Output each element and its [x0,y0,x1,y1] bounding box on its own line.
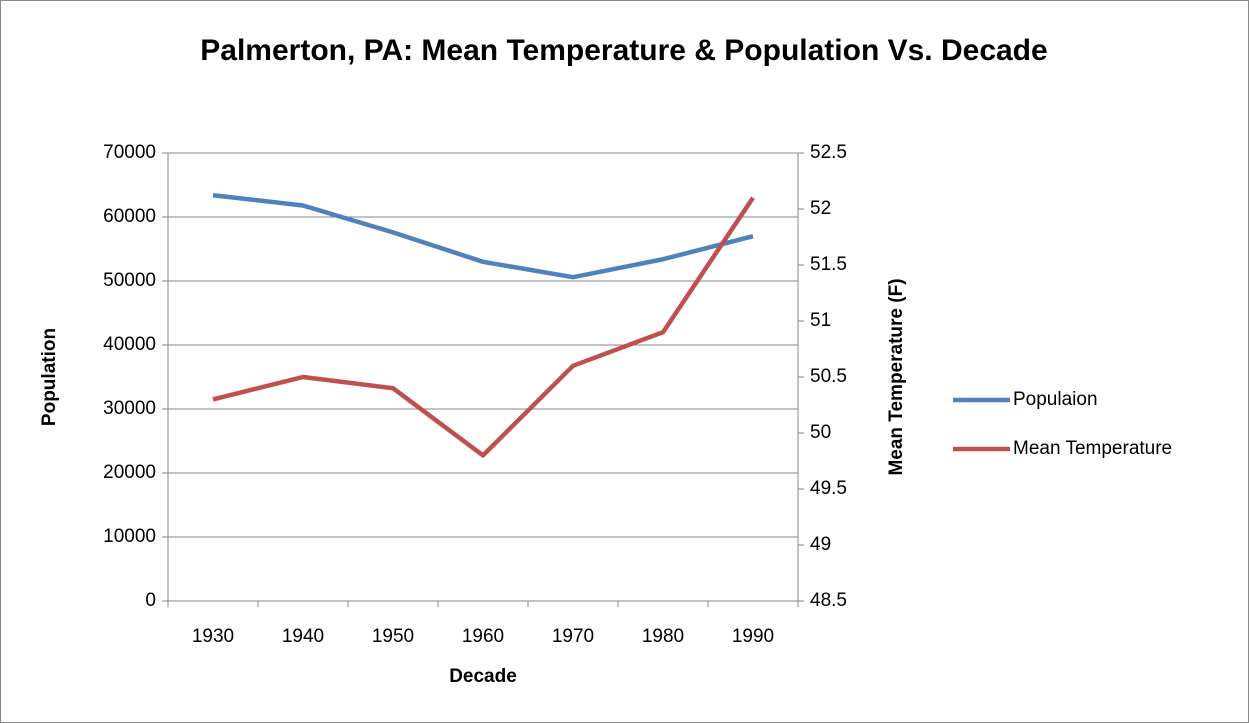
y2-tick-label: 52 [810,198,831,219]
y2-tick-label: 50 [810,422,831,443]
y-tick-label: 40000 [103,334,156,355]
y2-axis-label: Mean Temperature (F) [886,278,907,475]
y-tick-label: 50000 [103,270,156,291]
y-axis-label: Population [39,328,60,426]
y2-tick-label: 51.5 [810,254,847,275]
y-tick-label: 0 [145,590,156,611]
y2-tick-label: 49 [810,534,831,555]
y-tick-label: 10000 [103,526,156,547]
x-axis-label: Decade [449,666,517,687]
x-tick-label: 1970 [552,626,594,647]
series-line [212,193,754,280]
y2-tick-label: 48.5 [810,590,847,611]
y-tick-label: 20000 [103,462,156,483]
chart-title: Palmerton, PA: Mean Temperature & Popula… [200,34,1048,67]
x-tick-label: 1990 [732,626,774,647]
y2-tick-label: 49.5 [810,478,847,499]
x-tick-label: 1980 [642,626,684,647]
y-tick-label: 60000 [103,206,156,227]
x-tick-label: 1960 [462,626,504,647]
x-tick-label: 1950 [372,626,414,647]
y2-tick-label: 50.5 [810,366,847,387]
y2-tick-label: 51 [810,310,831,331]
legend-label: Populaion [1013,389,1098,410]
x-tick-label: 1930 [192,626,234,647]
x-tick-label: 1940 [282,626,324,647]
legend-label: Mean Temperature [1013,438,1172,459]
series-line [212,196,755,458]
y-tick-label: 30000 [103,398,156,419]
y-tick-label: 70000 [103,142,156,163]
y2-tick-label: 52.5 [810,142,847,163]
